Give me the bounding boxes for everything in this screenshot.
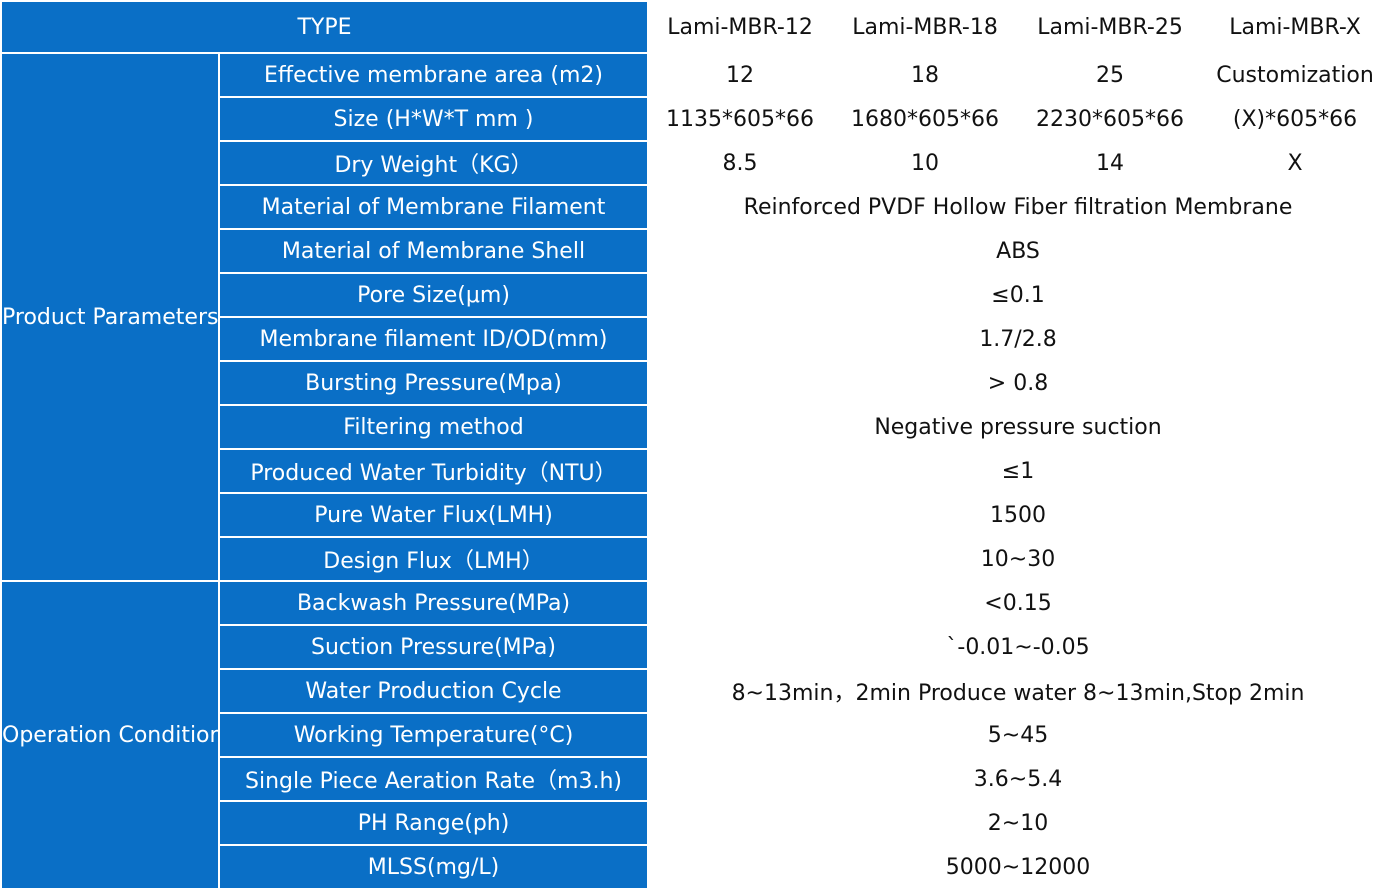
row-label: Design Flux（LMH）: [217, 536, 650, 582]
row-label: Dry Weight（KG）: [217, 140, 650, 186]
row-label: Backwash Pressure(MPa): [217, 580, 650, 626]
table-row: Filtering method Negative pressure sucti…: [1, 404, 1387, 450]
cell-value: 1135*605*66: [647, 96, 834, 142]
cell-value: 8.5: [647, 140, 834, 186]
table-row: Material of Membrane Shell ABS: [1, 228, 1387, 274]
table-row: Dry Weight（KG） 8.5 10 14 X: [1, 140, 1387, 186]
table-row: PH Range(ph) 2~10: [1, 800, 1387, 846]
model-header: Lami-MBR-X: [1201, 0, 1387, 54]
cell-value: Customization: [1201, 52, 1387, 98]
table-row: Working Temperature(°C) 5~45: [1, 712, 1387, 758]
cell-value: 5000~12000: [647, 844, 1387, 890]
cell-value: ABS: [647, 228, 1387, 274]
cell-value: 2230*605*66: [1017, 96, 1204, 142]
row-label: Working Temperature(°C): [217, 712, 650, 758]
cell-value: `-0.01~-0.05: [647, 624, 1387, 670]
table-row: MLSS(mg/L) 5000~12000: [1, 844, 1387, 890]
row-label: Effective membrane area (m2): [217, 52, 650, 98]
header-row: TYPE Lami-MBR-12 Lami-MBR-18 Lami-MBR-25…: [0, 0, 1387, 54]
type-header: TYPE: [0, 0, 650, 54]
cell-value: 2~10: [647, 800, 1387, 846]
table-row: Bursting Pressure(Mpa) > 0.8: [1, 360, 1387, 406]
cell-value: 1680*605*66: [831, 96, 1020, 142]
row-label: Filtering method: [217, 404, 650, 450]
row-label: Pure Water Flux(LMH): [217, 492, 650, 538]
cell-value: 25: [1017, 52, 1204, 98]
table-row: Suction Pressure(MPa) `-0.01~-0.05: [1, 624, 1387, 670]
row-label: Suction Pressure(MPa): [217, 624, 650, 670]
cell-value: (X)*605*66: [1201, 96, 1387, 142]
row-label: Material of Membrane Shell: [217, 228, 650, 274]
cell-value: 3.6~5.4: [647, 756, 1387, 802]
table-row: Operation Condition Backwash Pressure(MP…: [0, 580, 1387, 890]
table-row: Product Parameters Effective membrane ar…: [0, 52, 1387, 582]
cell-value: X: [1201, 140, 1387, 186]
row-label: PH Range(ph): [217, 800, 650, 846]
row-label: Membrane filament ID/OD(mm): [217, 316, 650, 362]
row-label: Material of Membrane Filament: [217, 184, 650, 230]
cell-value: Negative pressure suction: [647, 404, 1387, 450]
cell-value: <0.15: [647, 580, 1387, 626]
table-row: Size (H*W*T mm ) 1135*605*66 1680*605*66…: [1, 96, 1387, 142]
cell-value: 10~30: [647, 536, 1387, 582]
cell-value: Reinforced PVDF Hollow Fiber filtration …: [647, 184, 1387, 230]
cell-value: 12: [647, 52, 834, 98]
row-label: Size (H*W*T mm ): [217, 96, 650, 142]
model-header: Lami-MBR-25: [1017, 0, 1204, 54]
table-row: Water Production Cycle 8~13min，2min Prod…: [1, 668, 1387, 714]
row-label: Produced Water Turbidity（NTU）: [217, 448, 650, 494]
cell-value: 10: [831, 140, 1020, 186]
row-label: Bursting Pressure(Mpa): [217, 360, 650, 406]
model-header: Lami-MBR-18: [831, 0, 1020, 54]
cell-value: 1.7/2.8: [647, 316, 1387, 362]
table-row: Single Piece Aeration Rate（m3.h) 3.6~5.4: [1, 756, 1387, 802]
cell-value: > 0.8: [647, 360, 1387, 406]
table-row: Design Flux（LMH） 10~30: [1, 536, 1387, 582]
row-label: MLSS(mg/L): [217, 844, 650, 890]
row-label: Single Piece Aeration Rate（m3.h): [217, 756, 650, 802]
table-row: Produced Water Turbidity（NTU） ≤1: [1, 448, 1387, 494]
row-label: Water Production Cycle: [217, 668, 650, 714]
cell-value: ≤1: [647, 448, 1387, 494]
group-label-operation: Operation Condition: [0, 580, 220, 890]
cell-value: 14: [1017, 140, 1204, 186]
table-row: Pure Water Flux(LMH) 1500: [1, 492, 1387, 538]
model-header: Lami-MBR-12: [647, 0, 834, 54]
table-row: Material of Membrane Filament Reinforced…: [1, 184, 1387, 230]
cell-value: ≤0.1: [647, 272, 1387, 318]
cell-value: 1500: [647, 492, 1387, 538]
row-label: Pore Size(μm): [217, 272, 650, 318]
cell-value: 18: [831, 52, 1020, 98]
group-label-product: Product Parameters: [0, 52, 220, 582]
table-row: Pore Size(μm) ≤0.1: [1, 272, 1387, 318]
cell-value: 8~13min，2min Produce water 8~13min,Stop …: [647, 668, 1387, 714]
cell-value: 5~45: [647, 712, 1387, 758]
